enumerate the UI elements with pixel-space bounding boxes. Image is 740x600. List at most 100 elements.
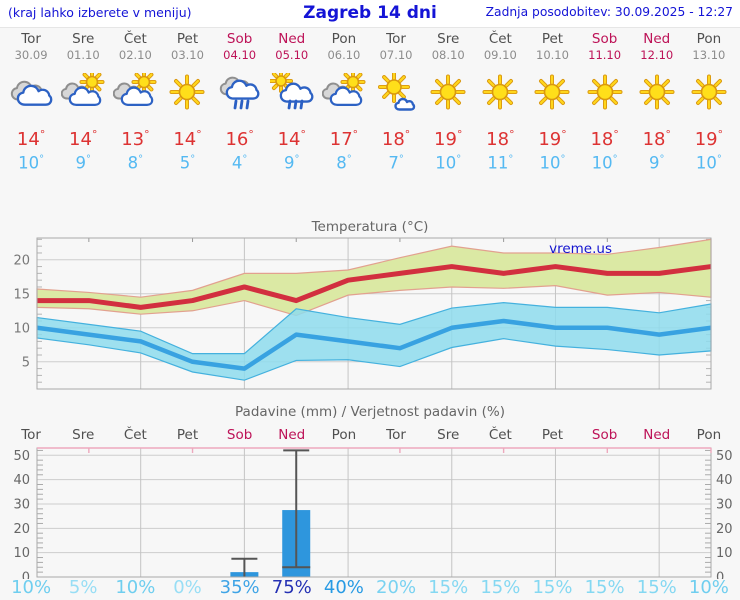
precip-day-label: Pet [176, 427, 199, 443]
day-name: Sob [591, 31, 618, 47]
probability-label: 10% [688, 577, 729, 598]
degree-symbol: ° [717, 128, 724, 141]
day-column: Sob 11.10 18° 10° [579, 31, 631, 173]
sun-rain-icon [268, 69, 314, 110]
precip-day-label: Pon [696, 427, 722, 443]
probability-label: 15% [636, 577, 677, 598]
min-temp-value: 9 [75, 153, 86, 173]
max-temp-value: 18 [486, 129, 510, 150]
max-temp-value: 14 [277, 129, 301, 150]
rain-streak [233, 99, 238, 110]
day-icon-cell [579, 62, 631, 122]
sun-ray [356, 85, 362, 91]
sun-ray [192, 79, 200, 87]
sun-ray [356, 73, 362, 79]
sun-ray [175, 79, 183, 87]
sun-ray [662, 97, 669, 105]
day-min-temperature: 5° [161, 149, 213, 173]
day-date: 02.10 [118, 48, 152, 62]
sun-ray [557, 79, 565, 87]
partly-cloudy-icon [321, 69, 366, 106]
cloud-shape [121, 86, 154, 106]
min-temp-value: 5 [179, 153, 191, 173]
day-name: Čet [123, 31, 147, 47]
day-date: 01.10 [66, 48, 100, 62]
top-bar: (kraj lahko izberete v meniju) Zagreb 14… [0, 0, 740, 28]
degree-symbol: ° [85, 154, 91, 165]
precip-day-label: Sre [72, 427, 95, 443]
max-temp-value: 17 [329, 129, 353, 150]
sun-ray [272, 72, 278, 78]
max-temp-value: 18 [381, 129, 405, 150]
degree-symbol: ° [300, 128, 306, 141]
degree-symbol: ° [716, 154, 722, 165]
day-column: Tor 07.10 18° 7° [370, 31, 422, 173]
day-name: Čet [488, 31, 512, 47]
sun-ray [696, 79, 704, 87]
min-temp-value: 10 [539, 153, 561, 173]
sun-ray [344, 73, 350, 79]
max-temp-value: 13 [121, 129, 145, 150]
day-max-temperature: 19° [422, 122, 474, 150]
day-max-temperature: 14° [161, 122, 213, 150]
sun-ray [284, 72, 289, 78]
sun-ray [714, 79, 721, 87]
day-icon-cell [5, 62, 57, 122]
day-column: Tor 30.09 14° 10° [5, 31, 57, 173]
probability-label: 15% [480, 577, 521, 598]
partly-cloudy-icon [60, 69, 105, 106]
cloudy-icon [10, 80, 53, 106]
cloud-shape [16, 84, 53, 106]
min-temp-value: 10 [18, 153, 40, 173]
sun-disc [544, 83, 561, 101]
precipitation-chart-title: Padavine (mm) / Verjetnost padavin (%) [235, 404, 505, 420]
sun-ray [398, 76, 406, 83]
rain-streak [245, 99, 250, 110]
degree-symbol: ° [39, 128, 46, 141]
precip-day-label: Ned [643, 427, 671, 443]
sun-disc [648, 83, 666, 101]
sun-ray [436, 79, 443, 87]
probability-label: 75% [271, 577, 312, 598]
rain-streak [299, 99, 304, 110]
min-temp-value: 9 [649, 153, 660, 173]
day-icon-cell [266, 62, 318, 122]
y-axis-label-left: 0 [22, 571, 30, 580]
day-min-temperature: 10° [5, 149, 57, 173]
sun-ray [96, 85, 101, 91]
day-icon-cell [526, 62, 578, 122]
sun-ray [505, 79, 513, 87]
day-column: Pon 06.10 17° 8° [318, 31, 370, 173]
day-max-temperature: 13° [109, 122, 161, 150]
day-date: 10.10 [536, 48, 569, 62]
day-min-temperature: 10° [526, 149, 578, 173]
sun-ray [540, 97, 548, 105]
day-column: Pet 10.10 19° 10° [526, 31, 578, 173]
partly-cloudy-icon [113, 69, 157, 106]
rain-streak [239, 99, 244, 110]
watermark-link[interactable]: vreme.us [549, 241, 612, 257]
min-temperature-line [36, 318, 712, 371]
precipitation-probability-row: 10% 5% 10% 0% 35% 75% 40% 20% 15% 15% 15% 15% 15% 10% [5, 577, 735, 598]
degree-symbol: ° [398, 154, 404, 165]
day-min-temperature: 9° [631, 149, 683, 173]
sun-ray [488, 97, 496, 105]
probability-label: 15% [428, 577, 469, 598]
precip-day-label: Čet [123, 427, 147, 443]
day-max-temperature: 17° [318, 122, 370, 150]
day-icon-cell [109, 62, 161, 122]
sun-ray [714, 97, 721, 105]
day-name: Pon [696, 31, 722, 47]
day-column: Pet 03.10 14° 5° [161, 31, 213, 173]
min-temp-value: 8 [336, 153, 347, 173]
y-axis-label-right: 50 [716, 449, 733, 464]
y-axis-label-left: 50 [13, 449, 30, 464]
day-min-temperature: 10° [683, 149, 735, 173]
day-column: Pon 13.10 19° 10° [683, 31, 735, 173]
sun-ray [505, 97, 513, 105]
day-min-temperature: 9° [266, 149, 318, 173]
y-axis-label-left: 10 [13, 546, 30, 561]
day-name: Pet [541, 31, 564, 47]
day-icon-cell [422, 62, 474, 122]
